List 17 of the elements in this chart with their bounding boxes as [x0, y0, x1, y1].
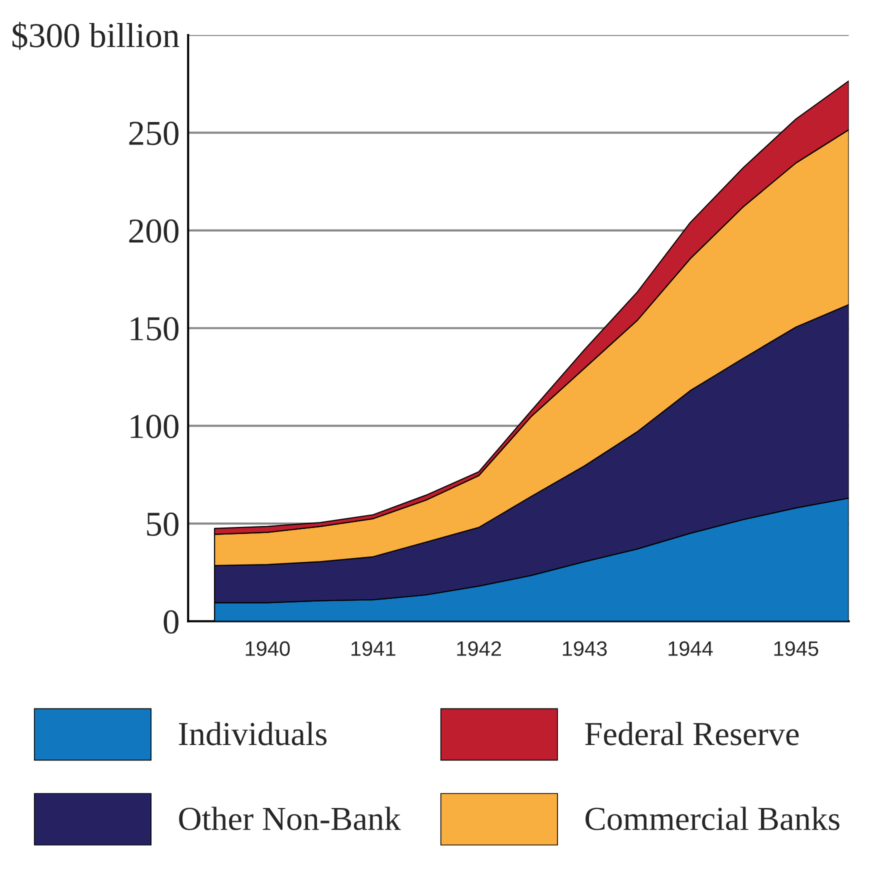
y-tick-label: 100 [130, 414, 178, 438]
legend-label: Federal Reserve [585, 722, 799, 746]
x-tick-label: 1944 [668, 641, 713, 656]
x-tick-label: 1940 [246, 641, 290, 656]
y-tick-label: 0 [164, 610, 178, 634]
y-tick-label: 250 [129, 122, 178, 146]
x-tick-label: 1945 [774, 641, 818, 656]
y-tick-label: 200 [129, 219, 178, 243]
y-tick-label: 50 [147, 512, 178, 536]
legend-label: Individuals [178, 722, 327, 746]
x-tick-label: 1943 [562, 641, 607, 656]
legend-label: Commercial Banks [586, 806, 840, 830]
y-tick-label: 150 [130, 317, 178, 341]
y-tick-label: $300 billion [12, 22, 180, 50]
x-tick-label: 1941 [352, 641, 396, 656]
x-tick-label: 1942 [457, 641, 501, 656]
legend-label: Other Non-Bank [179, 806, 401, 830]
